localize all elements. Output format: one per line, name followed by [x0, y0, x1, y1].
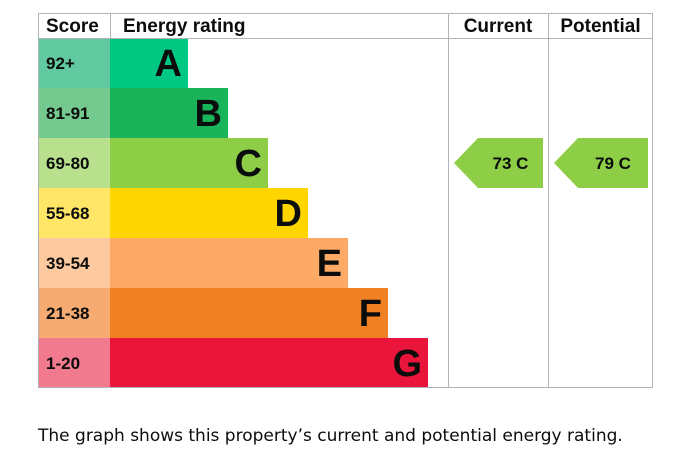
chart-caption: The graph shows this property’s current …: [38, 426, 623, 446]
rating-bar-c: [110, 138, 268, 188]
header-current: Current: [464, 16, 533, 37]
potential-rating-label: 79 C: [595, 154, 631, 173]
header-score: Score: [46, 16, 99, 37]
rating-bar-a: [110, 38, 188, 88]
rating-letter-g: G: [392, 343, 422, 385]
rating-letter-a: A: [155, 43, 182, 85]
rating-bar-b: [110, 88, 228, 138]
rating-bar-g: [110, 338, 428, 388]
score-range-b: 81-91: [46, 104, 89, 123]
header-energy-rating: Energy rating: [123, 16, 245, 37]
potential-rating-arrow: [554, 138, 648, 188]
score-cell-a: [38, 38, 110, 88]
current-rating-arrow: [454, 138, 543, 188]
score-cell-b: [38, 88, 110, 138]
rating-letter-d: D: [275, 193, 302, 235]
rating-letter-f: F: [359, 293, 382, 335]
energy-rating-chart: 92+ A 81-91 B 69-80 C 55-68 D 39-54 E 21-38 F 1-20 G S…: [38, 13, 653, 388]
score-range-f: 21-38: [46, 304, 89, 323]
rating-bar-e: [110, 238, 348, 288]
current-rating-label: 73 C: [493, 154, 529, 173]
rating-bar-f: [110, 288, 388, 338]
score-cell-g: [38, 338, 110, 388]
rating-letter-e: E: [317, 243, 342, 285]
chart-border: [38, 13, 653, 388]
score-cell-d: [38, 188, 110, 238]
score-range-a: 92+: [46, 54, 75, 73]
rating-letter-c: C: [235, 143, 262, 185]
score-range-d: 55-68: [46, 204, 89, 223]
rating-bar-d: [110, 188, 308, 238]
score-range-c: 69-80: [46, 154, 89, 173]
score-cell-c: [38, 138, 110, 188]
header-potential: Potential: [560, 16, 640, 37]
score-range-e: 39-54: [46, 254, 90, 273]
score-range-g: 1-20: [46, 354, 80, 373]
score-cell-f: [38, 288, 110, 338]
rating-letter-b: B: [195, 93, 222, 135]
score-cell-e: [38, 238, 110, 288]
